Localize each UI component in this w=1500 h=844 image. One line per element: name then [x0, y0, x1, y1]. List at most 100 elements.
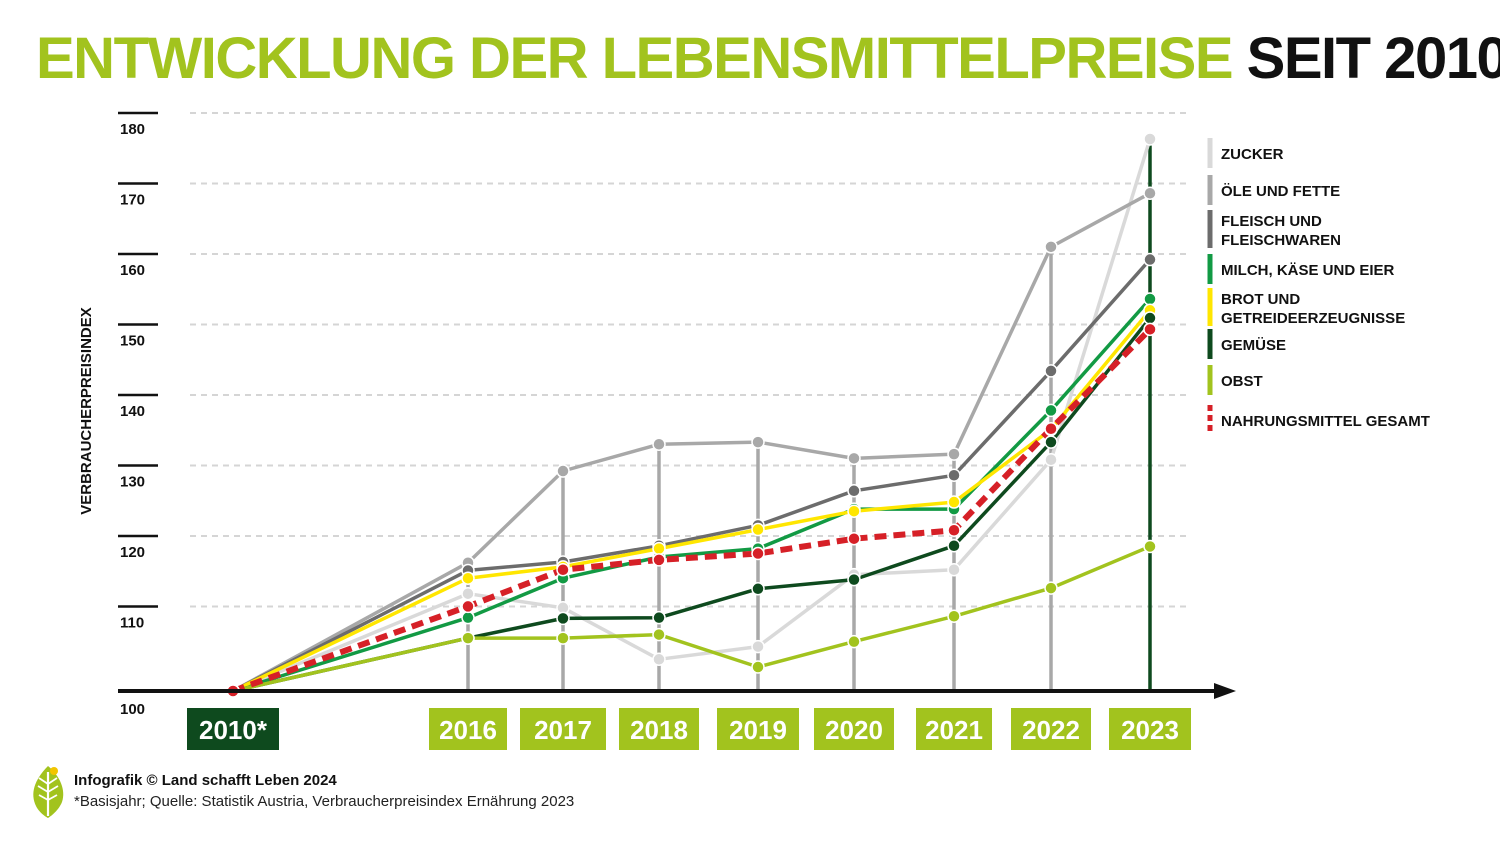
- legend-label: GEMÜSE: [1221, 337, 1286, 354]
- year-label-text: 2023: [1121, 715, 1179, 745]
- legend-item-2: FLEISCH UND FLEISCHWAREN: [1207, 210, 1341, 249]
- series-line-7: [231, 327, 1153, 694]
- point-3-2023: [1143, 292, 1157, 306]
- point-6-2018: [652, 627, 666, 642]
- point-0-2016: [461, 586, 475, 601]
- point-5-2019: [751, 582, 765, 596]
- y-tick-label-110: 110: [120, 615, 144, 632]
- x-axis-arrow-icon: [1214, 683, 1236, 699]
- point-6-2019: [751, 660, 765, 674]
- grid-lines: [190, 112, 1190, 608]
- point-7-2019: [751, 546, 765, 561]
- point-5-2018: [652, 610, 666, 625]
- legend-label: ÖLE UND FETTE: [1221, 183, 1340, 200]
- year-label-2010*: 2010*: [187, 708, 279, 750]
- point-1-2022: [1044, 240, 1058, 254]
- point-2-2023: [1143, 252, 1157, 267]
- legend-item-7: NAHRUNGSMITTEL GESAMT: [1207, 405, 1430, 435]
- legend-item-3: MILCH, KÄSE UND EIER: [1207, 254, 1395, 284]
- x-axis: [118, 683, 1236, 699]
- year-label-2020: 2020: [814, 708, 894, 750]
- series-lines: [231, 138, 1153, 694]
- legend-label: GETREIDEERZEUGNISSE: [1221, 310, 1405, 327]
- point-5-2021: [947, 539, 961, 553]
- legend-label: MILCH, KÄSE UND EIER: [1221, 262, 1395, 279]
- legend-label: FLEISCHWAREN: [1221, 232, 1341, 249]
- year-label-box: [1011, 708, 1091, 750]
- footer-credit: Infografik © Land schafft Leben 2024: [74, 772, 337, 789]
- point-7-2022: [1044, 421, 1058, 436]
- y-tick-label-120: 120: [120, 544, 145, 561]
- point-6-2023: [1143, 539, 1157, 554]
- legend-label: ZUCKER: [1221, 146, 1284, 163]
- point-3-2016: [461, 610, 475, 625]
- year-label-box: [429, 708, 507, 750]
- point-0-2019: [751, 639, 765, 654]
- legend-item-6: OBST: [1207, 365, 1263, 395]
- point-1-2019: [751, 435, 765, 449]
- legend-item-1: ÖLE UND FETTE: [1207, 175, 1340, 205]
- point-2-2022: [1044, 364, 1058, 378]
- legend-label: NAHRUNGSMITTEL GESAMT: [1221, 413, 1430, 430]
- year-label-text: 2021: [925, 715, 983, 745]
- point-6-2021: [947, 609, 961, 624]
- point-5-2022: [1044, 435, 1058, 449]
- point-2-2021: [947, 468, 961, 483]
- y-tick-label-140: 140: [120, 403, 145, 420]
- point-7-2018: [652, 553, 666, 567]
- point-0-2021: [947, 562, 961, 577]
- point-1-2021: [947, 447, 961, 461]
- year-label-2017: 2017: [520, 708, 606, 750]
- year-label-2021: 2021: [916, 708, 992, 750]
- page-title: ENTWICKLUNG DER LEBENSMITTELPREISE SEIT …: [36, 30, 1500, 88]
- point-7-2020: [847, 531, 861, 546]
- year-label-text: 2016: [439, 715, 497, 745]
- point-4-2019: [751, 522, 765, 537]
- legend-item-5: GEMÜSE: [1207, 329, 1286, 359]
- y-tick-label-100: 100: [120, 701, 145, 718]
- y-axis-ticks: 100 110 120 130 140 150 160 170 180: [118, 111, 158, 718]
- point-7-2021: [947, 523, 961, 538]
- legend: ZUCKER ÖLE UND FETTE FLEISCH UND FLEISCHWAR…: [1207, 138, 1430, 435]
- year-label-box: [916, 708, 992, 750]
- y-tick-label-160: 160: [120, 262, 145, 279]
- series-points: [226, 132, 1157, 698]
- year-label-box: [187, 708, 279, 750]
- y-axis-label: VERBRAUCHERPREISINDEX: [78, 307, 95, 515]
- year-label-box: [814, 708, 894, 750]
- point-5-2020: [847, 572, 861, 587]
- point-0-2022: [1044, 453, 1058, 467]
- y-tick-label-150: 150: [120, 333, 145, 350]
- year-label-2023: 2023: [1109, 708, 1191, 750]
- legend-item-4: BROT UND GETREIDEERZEUGNISSE: [1207, 288, 1405, 327]
- legend-item-0: ZUCKER: [1207, 138, 1284, 168]
- legend-label: BROT UND: [1221, 291, 1300, 308]
- year-label-2022: 2022: [1011, 708, 1091, 750]
- y-tick-label-170: 170: [120, 192, 145, 209]
- year-label-2018: 2018: [619, 708, 699, 750]
- point-6-2022: [1044, 581, 1058, 595]
- year-label-2016: 2016: [429, 708, 507, 750]
- year-label-box: [520, 708, 606, 750]
- year-label-text: 2022: [1022, 715, 1080, 745]
- year-label-text: 2020: [825, 715, 883, 745]
- legend-label: OBST: [1221, 373, 1263, 390]
- point-4-2016: [461, 571, 475, 585]
- x-axis-year-labels: 2010* 2016 2017 2018 2019 2020 2021 2022 2023: [187, 708, 1191, 750]
- point-1-2023: [1143, 186, 1157, 201]
- footer-note: *Basisjahr; Quelle: Statistik Austria, V…: [74, 793, 575, 810]
- point-0-2018: [652, 652, 666, 667]
- point-7-2016: [461, 599, 475, 614]
- point-2-2020: [847, 484, 861, 498]
- point-4-2020: [847, 504, 861, 518]
- point-1-2020: [847, 451, 861, 466]
- point-4-2018: [652, 541, 666, 556]
- point-1-2018: [652, 437, 666, 451]
- point-5-2023: [1143, 311, 1157, 325]
- point-6-2016: [461, 631, 475, 645]
- point-3-2022: [1044, 403, 1058, 418]
- point-4-2021: [947, 495, 961, 509]
- series-line-1: [232, 191, 1151, 693]
- point-6-2017: [556, 631, 570, 645]
